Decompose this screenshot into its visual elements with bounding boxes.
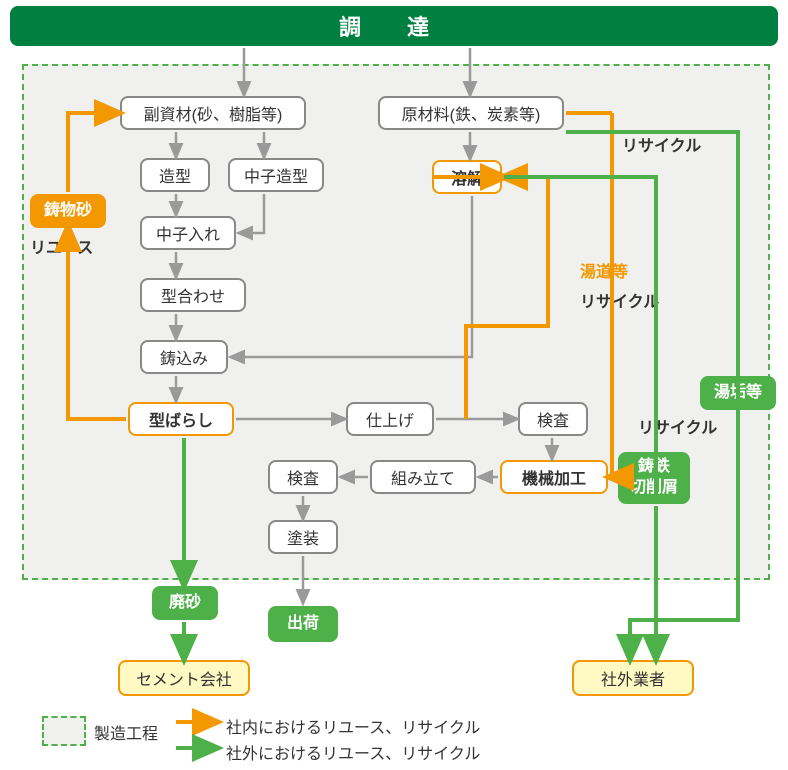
node-mold-assembly: 型合わせ bbox=[140, 278, 246, 312]
label-reuse: リユース bbox=[30, 234, 93, 258]
legend-green-text: 社外におけるリユース、リサイクル bbox=[226, 740, 480, 764]
label-recycle-right: リサイクル bbox=[638, 414, 717, 438]
node-inspection1: 検査 bbox=[518, 402, 588, 436]
legend-swatch-frame bbox=[42, 716, 86, 746]
node-external-vendor: 社外業者 bbox=[572, 660, 694, 696]
node-submaterials: 副資材(砂、樹脂等) bbox=[120, 96, 306, 130]
node-finishing: 仕上げ bbox=[346, 402, 434, 436]
node-cement-company: セメント会社 bbox=[118, 660, 250, 696]
legend-orange-text: 社内におけるリユース、リサイクル bbox=[226, 714, 480, 738]
node-core-insert: 中子入れ bbox=[140, 216, 236, 250]
node-machining: 機械加工 bbox=[500, 460, 608, 494]
node-assembly: 組み立て bbox=[370, 460, 476, 494]
node-painting: 塗装 bbox=[268, 520, 338, 554]
node-inspection2: 検査 bbox=[268, 460, 338, 494]
node-pouring: 鋳込み bbox=[140, 340, 228, 374]
node-waste-sand: 廃砂 bbox=[152, 586, 218, 620]
node-slag: 湯垢等 bbox=[700, 376, 776, 410]
header-procurement: 調 達 bbox=[10, 6, 778, 46]
node-foundry-sand: 鋳物砂 bbox=[30, 194, 106, 228]
label-recycle-mid: リサイクル bbox=[580, 288, 659, 312]
legend-frame-text: 製造工程 bbox=[94, 720, 158, 744]
node-rawmaterials: 原材料(鉄、炭素等) bbox=[378, 96, 564, 130]
label-runner: 湯道等 bbox=[580, 258, 628, 282]
label-recycle-top: リサイクル bbox=[622, 132, 701, 156]
diagram-canvas: 調 達 副資材(砂、樹脂等) 原材料(鉄、炭素等) 造型 中子造型 溶解 中子入… bbox=[0, 0, 788, 770]
node-shakeout: 型ばらし bbox=[128, 402, 234, 436]
node-iron-chips: 鋳鉄 切削屑 bbox=[618, 452, 690, 504]
node-molding: 造型 bbox=[140, 158, 210, 192]
node-melting: 溶解 bbox=[432, 160, 502, 194]
node-core-molding: 中子造型 bbox=[228, 158, 324, 192]
node-shipment: 出荷 bbox=[268, 606, 338, 642]
